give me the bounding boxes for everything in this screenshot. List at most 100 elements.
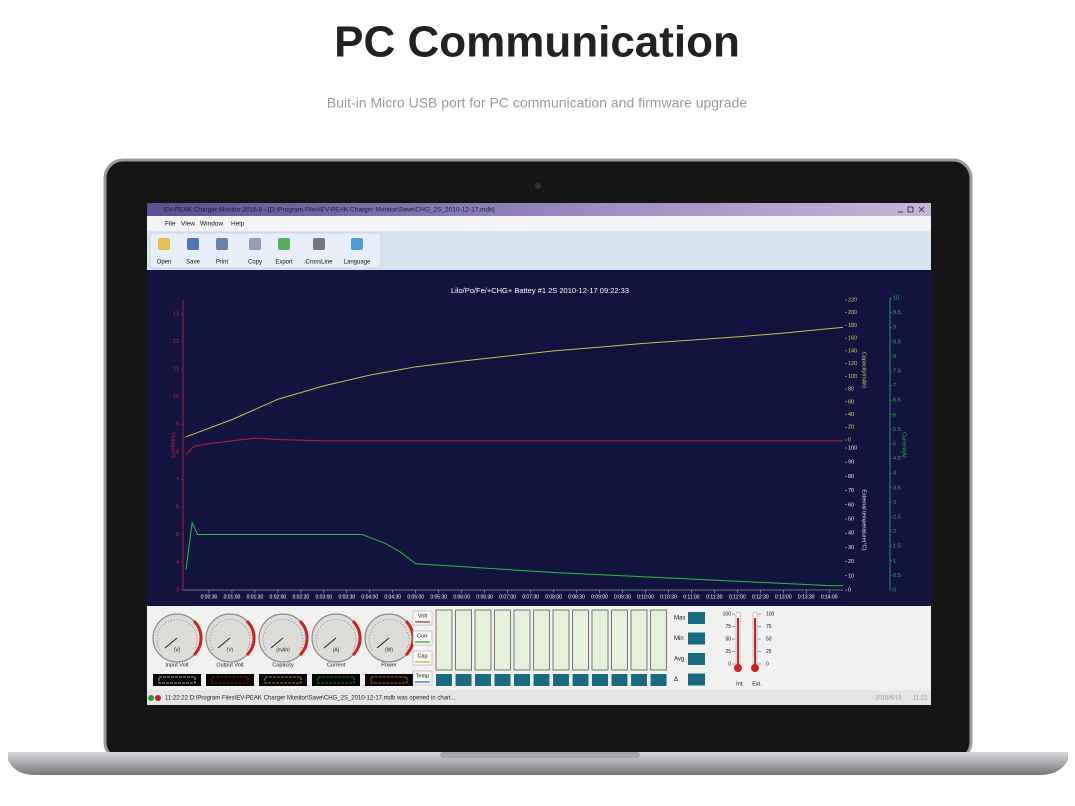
x-tick-label: 0:01:00 (224, 594, 241, 600)
status-date: 2018/6/19 (875, 696, 902, 702)
toolbar-button[interactable]: Print (216, 260, 229, 266)
stat-led (688, 653, 705, 665)
y-tick-label: 0 (848, 587, 851, 593)
button-label[interactable]: Volt (418, 613, 428, 619)
y-tick-label: 5 (893, 441, 896, 447)
y-tick-label: 100 (848, 374, 857, 380)
menu-item[interactable]: File (165, 221, 176, 228)
camera (535, 183, 541, 189)
cell-bar (572, 609, 589, 671)
gauge-unit: (A) (333, 647, 340, 653)
y-tick-label: 11 (173, 367, 179, 373)
toolbar-button[interactable]: Copy (248, 260, 262, 266)
y-tick-label: 3 (176, 587, 179, 593)
y-tick-label: 9.5 (893, 310, 901, 316)
title-bar (147, 203, 931, 216)
y-tick-label: 220 (848, 297, 857, 303)
y-axis-label: Voltage(V) (170, 432, 176, 458)
x-tick-label: 0:03:30 (338, 594, 355, 600)
menu-item[interactable]: Help (231, 221, 245, 228)
toolbar-button[interactable]: Open (157, 260, 172, 266)
y-tick-label: 13 (173, 311, 179, 317)
button-label[interactable]: Cap (417, 653, 427, 659)
led-display (365, 674, 413, 686)
thermometer-label: Ext. (752, 681, 762, 687)
status-led (155, 695, 161, 701)
y-tick-label: 9 (176, 422, 179, 428)
cell-led (611, 674, 628, 686)
gauge-scale (368, 619, 410, 651)
stat-label: Avg (674, 657, 684, 663)
gauge-unit: (mAh) (276, 647, 290, 653)
y-tick-label: 7.5 (893, 368, 901, 374)
gauge-needle (376, 637, 390, 649)
led-display (312, 674, 360, 686)
led-display (259, 674, 307, 686)
status-time: 11:22 (913, 696, 928, 702)
cell-bar (533, 609, 550, 671)
gauge-label: Current (327, 662, 346, 668)
toolbar-button[interactable]: CrossLine (305, 260, 333, 266)
gauge-label: Power (381, 662, 397, 668)
button-label[interactable]: Curr (417, 633, 428, 639)
toolbar-icon (216, 238, 228, 250)
data-line (185, 437, 843, 456)
status-message: 11:22:22 D:\Program Files\EV-PEAK Charge… (165, 696, 456, 702)
cell-bar (611, 609, 628, 671)
thermometer-mercury (737, 618, 739, 666)
cell-bar (630, 609, 648, 671)
cell-led (572, 674, 589, 686)
toolbar-button[interactable]: Language (344, 260, 371, 266)
y-tick-label: 12 (173, 339, 179, 345)
y-axis-label: External temperature(°C) (861, 489, 867, 550)
stat-label: Min (674, 636, 684, 642)
menu-item[interactable]: Window (200, 221, 223, 228)
y-tick-label: 90 (848, 460, 854, 466)
cell-led (533, 674, 550, 686)
x-tick-label: 0:06:30 (476, 594, 493, 600)
toolbar-button[interactable]: Export (275, 260, 293, 266)
gauge-scale (156, 619, 198, 651)
cell-bar (435, 609, 453, 671)
x-tick-label: 0:06:00 (453, 594, 470, 600)
cell-led (592, 674, 608, 686)
thermometer-scale: 0 (766, 661, 769, 667)
thermometer-scale: 75 (766, 624, 772, 630)
y-tick-label: 10 (893, 295, 899, 301)
x-tick-label: 0:13:00 (775, 594, 792, 600)
data-line (185, 326, 844, 438)
cell-led (650, 674, 667, 686)
x-tick-label: 0:01:30 (247, 594, 264, 600)
stat-led (688, 612, 705, 624)
x-tick-label: 0:12:30 (752, 594, 769, 600)
page-title: PC Communication (334, 18, 740, 67)
y-tick-label: 8 (176, 449, 179, 455)
button-label[interactable]: Temp (416, 673, 429, 679)
y-tick-label: 0.5 (893, 573, 901, 579)
y-tick-label: 6.5 (893, 398, 901, 404)
menu-item[interactable]: View (181, 221, 195, 228)
thermometer-scale: 100 (723, 611, 732, 617)
gauge-label: Output Volt (216, 662, 244, 668)
y-tick-label: 180 (848, 323, 857, 329)
thermometer-mercury (754, 618, 756, 666)
x-tick-label: 0:11:00 (683, 594, 700, 600)
y-tick-label: 2 (893, 529, 896, 535)
x-tick-label: 0:10:00 (637, 594, 654, 600)
cell-led (514, 674, 530, 686)
y-tick-label: 9 (893, 325, 896, 331)
x-tick-label: 0:02:00 (270, 594, 287, 600)
toolbar-button[interactable]: Save (186, 260, 200, 266)
gauge-needle (164, 637, 178, 649)
toolbar-icon (313, 238, 325, 250)
y-tick-label: 200 (848, 310, 857, 316)
led-display (153, 674, 201, 686)
cell-bar (494, 609, 511, 671)
thermometer-scale: 25 (766, 649, 772, 655)
y-tick-label: 5.5 (893, 427, 901, 433)
chart-area (147, 270, 931, 606)
gauge-label: Input Volt (166, 662, 189, 668)
cell-led (494, 674, 511, 686)
x-tick-label: 0:09:30 (614, 594, 631, 600)
y-tick-label: 7 (893, 383, 896, 389)
